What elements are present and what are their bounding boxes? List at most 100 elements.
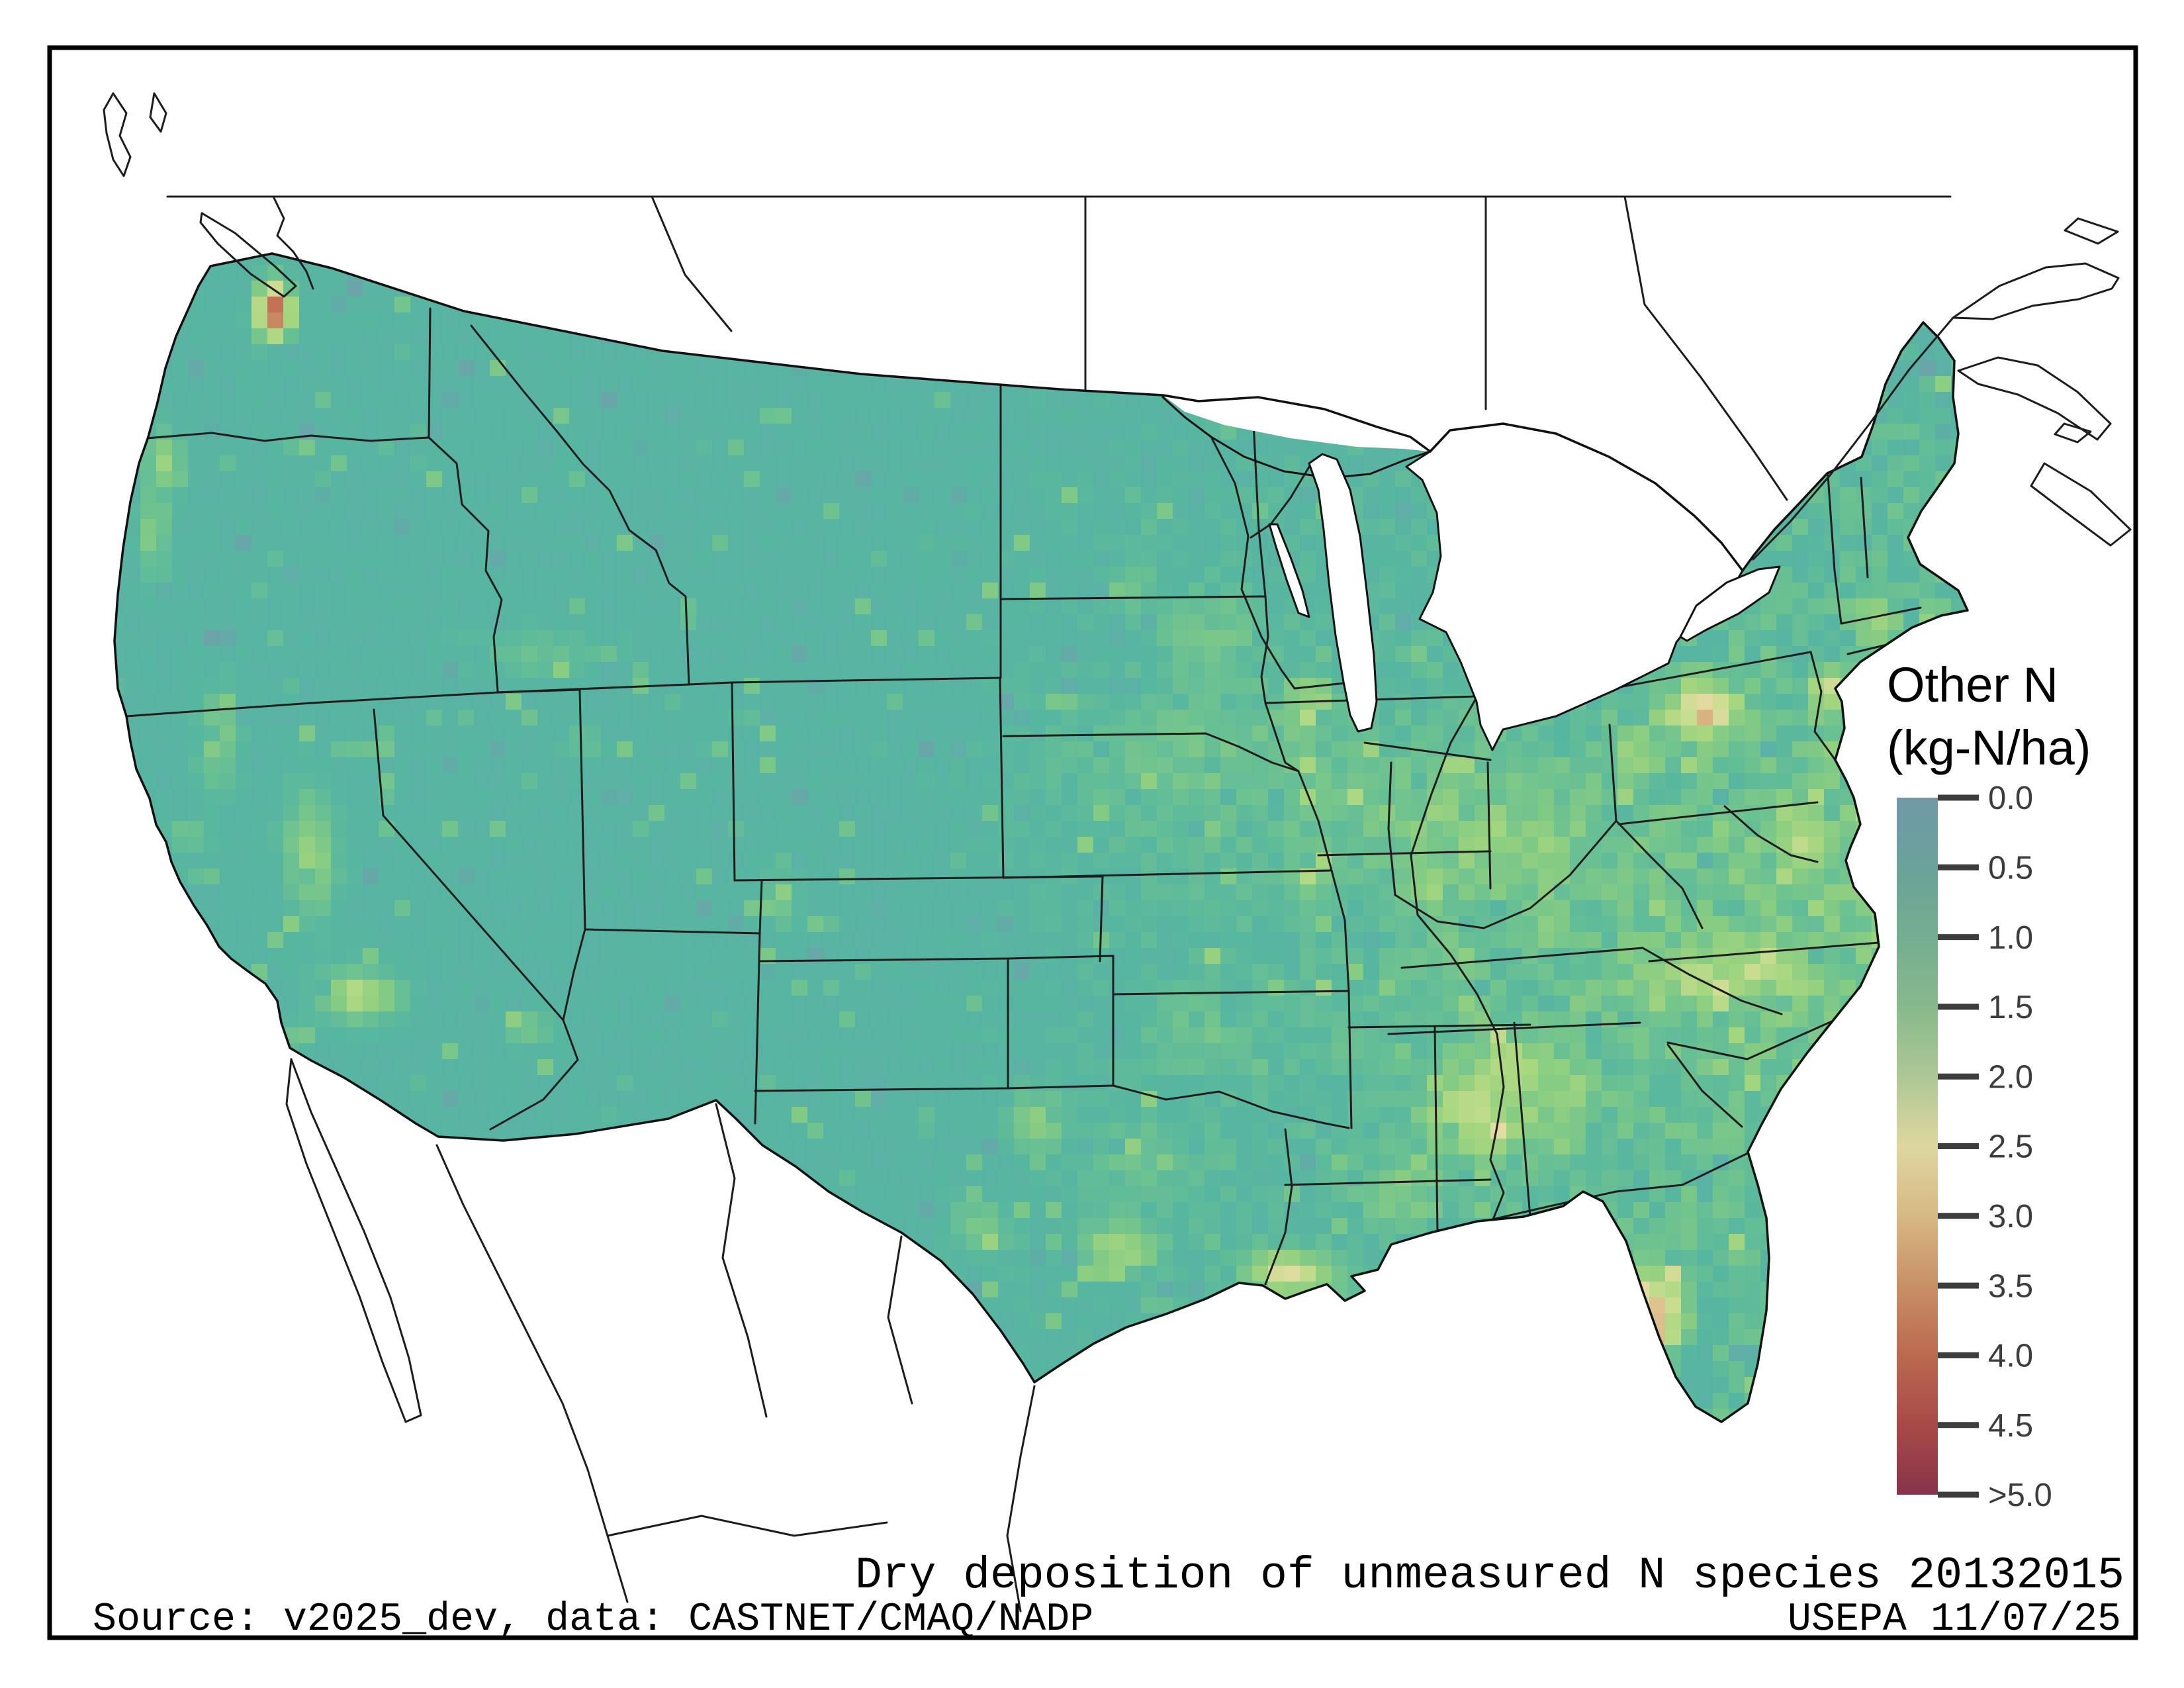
raster-cell [1856, 710, 1872, 726]
raster-cell [1332, 328, 1347, 344]
raster-cell [1697, 424, 1713, 440]
raster-cell [1951, 233, 1967, 249]
raster-cell [1109, 598, 1125, 614]
raster-cell [315, 519, 331, 535]
raster-cell [1776, 868, 1792, 884]
raster-cell [1967, 424, 1968, 440]
raster-cell [839, 344, 855, 360]
raster-cell [601, 773, 617, 789]
raster-cell [839, 440, 855, 455]
raster-cell [649, 614, 664, 630]
raster-cell [172, 344, 188, 360]
raster-cell [871, 551, 887, 567]
raster-cell [506, 726, 522, 741]
raster-cell [919, 487, 934, 503]
raster-cell [1014, 360, 1030, 376]
raster-cell [140, 233, 156, 249]
raster-cell [807, 297, 823, 312]
raster-cell [1760, 297, 1776, 312]
raster-cell [1856, 853, 1872, 868]
raster-cell [601, 583, 617, 598]
raster-cell [601, 853, 617, 868]
raster-cell [1332, 360, 1347, 376]
raster-cell [649, 598, 664, 614]
raster-cell [1475, 376, 1490, 392]
raster-cell [982, 598, 998, 614]
raster-cell [1189, 487, 1205, 503]
raster-cell [204, 726, 220, 741]
raster-cell [204, 503, 220, 519]
raster-cell [1649, 868, 1665, 884]
raster-cell [1205, 567, 1220, 583]
raster-cell [1220, 678, 1236, 694]
raster-cell [1872, 455, 1888, 471]
raster-cell [966, 408, 982, 424]
raster-cell [283, 884, 299, 900]
raster-cell [1332, 312, 1347, 328]
raster-cell [1268, 312, 1284, 328]
raster-cell [712, 583, 728, 598]
raster-cell [172, 646, 188, 662]
raster-cell [204, 662, 220, 678]
raster-cell [569, 328, 585, 344]
raster-cell [379, 455, 394, 471]
raster-cell [1363, 328, 1379, 344]
raster-cell [1268, 440, 1284, 455]
raster-cell [1093, 630, 1109, 646]
raster-cell [522, 360, 537, 376]
raster-cell [1506, 757, 1522, 773]
raster-cell [919, 408, 934, 424]
raster-cell [1141, 535, 1157, 551]
raster-cell [1157, 360, 1173, 376]
raster-cell [919, 254, 934, 265]
raster-cell [1522, 726, 1538, 741]
raster-cell [93, 312, 109, 328]
raster-cell [728, 694, 744, 710]
raster-cell [1141, 805, 1157, 821]
raster-cell [347, 233, 363, 249]
raster-cell [1062, 360, 1077, 376]
raster-cell [696, 487, 712, 503]
raster-cell [649, 583, 664, 598]
raster-cell [283, 853, 299, 868]
raster-cell [1284, 328, 1300, 344]
raster-cell [1189, 281, 1205, 297]
raster-cell [601, 265, 617, 281]
raster-cell [792, 281, 807, 297]
raster-cell [1347, 281, 1363, 297]
raster-cell [664, 805, 680, 821]
raster-cell [887, 408, 903, 424]
raster-cell [1633, 424, 1649, 440]
raster-cell [172, 455, 188, 471]
raster-cell [823, 789, 839, 805]
raster-cell [855, 471, 871, 487]
raster-cell [1840, 805, 1856, 821]
raster-cell [93, 694, 109, 710]
raster-cell [1872, 837, 1888, 853]
raster-cell [744, 281, 760, 297]
raster-cell [1729, 837, 1745, 853]
raster-cell [1633, 312, 1649, 328]
raster-cell [283, 646, 299, 662]
raster-cell [204, 614, 220, 630]
raster-cell [1570, 360, 1586, 376]
raster-cell [474, 392, 490, 408]
raster-cell [299, 805, 315, 821]
raster-cell [474, 646, 490, 662]
raster-cell [236, 678, 251, 694]
raster-cell [1729, 694, 1745, 710]
raster-cell [1157, 487, 1173, 503]
raster-cell [114, 503, 124, 519]
raster-cell [458, 710, 474, 726]
raster-cell [506, 519, 522, 535]
raster-cell [807, 868, 823, 884]
raster-cell [1745, 265, 1760, 281]
raster-cell [1395, 254, 1411, 265]
raster-cell [966, 297, 982, 312]
raster-cell [1951, 868, 1967, 884]
raster-cell [1792, 757, 1808, 773]
raster-cell [839, 773, 855, 789]
raster-cell [664, 503, 680, 519]
raster-cell [1220, 821, 1236, 837]
raster-cell [1443, 392, 1459, 408]
